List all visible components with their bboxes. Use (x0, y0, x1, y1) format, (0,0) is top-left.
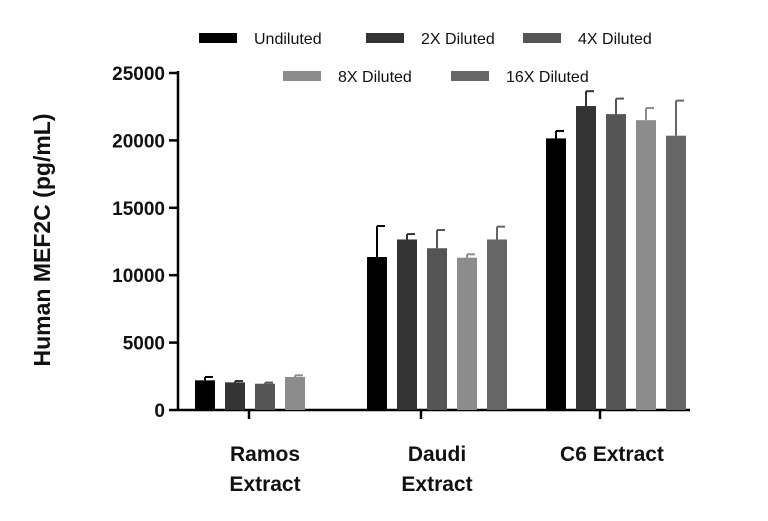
legend-label: 16X Diluted (506, 69, 589, 86)
y-tick-label: 15000 (112, 199, 165, 220)
bar (255, 383, 275, 410)
bar (487, 239, 507, 410)
x-tick-label: Ramos Extract (229, 443, 300, 496)
bar (367, 257, 387, 410)
bar (546, 138, 566, 411)
bar (666, 135, 686, 410)
legend-label: 4X Diluted (578, 31, 652, 48)
y-tick-label: 25000 (112, 64, 165, 85)
legend-label: 8X Diluted (338, 69, 412, 86)
legend-swatch (366, 33, 404, 43)
bar (397, 239, 417, 410)
legend-swatch (199, 33, 237, 43)
bars (195, 90, 686, 411)
x-tick-label: C6 Extract (560, 443, 664, 466)
legend-swatch (451, 71, 489, 81)
legend-label: Undiluted (254, 31, 322, 48)
y-tick-label: 0 (154, 401, 165, 422)
legend-label: 2X Diluted (421, 31, 495, 48)
bar (285, 376, 305, 410)
legend-swatch (283, 71, 321, 81)
bar (457, 257, 477, 410)
x-tick-label: Daudi Extract (401, 443, 472, 496)
y-tick-label: 20000 (112, 131, 165, 152)
y-axis: 0 5000 10000 15000 20000 25000 (112, 64, 180, 422)
bar (636, 120, 656, 411)
bar (427, 248, 447, 410)
bar (195, 380, 215, 410)
bar (576, 106, 596, 410)
bar (225, 382, 245, 410)
y-tick-label: 5000 (123, 334, 165, 355)
legend: Undiluted 2X Diluted 4X Diluted 8X Diluted 1… (199, 31, 652, 86)
legend-swatch (523, 33, 561, 43)
y-axis-label: Human MEF2C (pg/mL) (29, 114, 55, 367)
bar (606, 114, 626, 410)
y-tick-label: 10000 (112, 266, 165, 287)
x-axis: Ramos Extract Daudi Extract C6 Extract (178, 408, 690, 496)
